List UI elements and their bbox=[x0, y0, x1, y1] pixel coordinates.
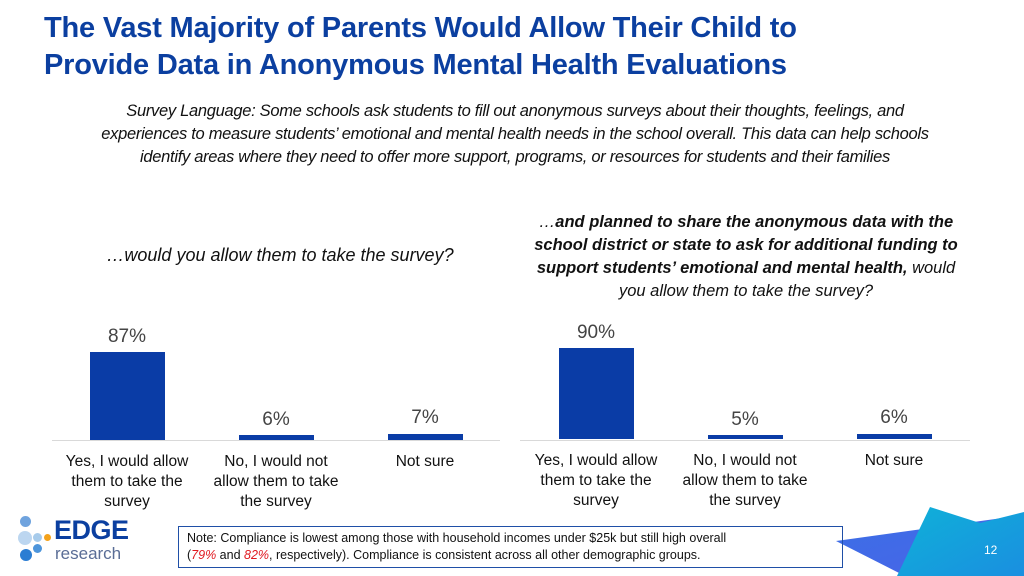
category-line: No, I would not bbox=[693, 452, 797, 469]
category-line: No, I would not bbox=[224, 453, 328, 470]
question-right: …and planned to share the anonymous data… bbox=[526, 211, 966, 303]
category-line: Not sure bbox=[864, 452, 924, 469]
note-text: and bbox=[216, 548, 245, 562]
chart-baseline bbox=[52, 440, 500, 441]
logo-dot-icon bbox=[33, 533, 42, 542]
question-right-bold: and planned to share the anonymous data … bbox=[534, 213, 958, 277]
question-right-prefix: … bbox=[538, 213, 556, 231]
bar-yes bbox=[90, 352, 165, 440]
note-line-2: (79% and 82%, respectively). Compliance … bbox=[187, 547, 834, 564]
category-line: Yes, I would allow bbox=[534, 452, 658, 469]
bar-label-not-sure: 7% bbox=[411, 407, 439, 428]
logo-dot-icon bbox=[20, 549, 32, 561]
bar-not-sure bbox=[857, 434, 932, 439]
logo-dot-icon bbox=[44, 534, 51, 541]
chart-left: 87% 6% 7% Yes, I would allow them to tak… bbox=[52, 300, 500, 520]
chart-baseline bbox=[520, 440, 970, 441]
bar-yes bbox=[559, 348, 634, 439]
category-line: allow them to take bbox=[213, 473, 339, 490]
page-number: 12 bbox=[984, 543, 998, 557]
logo-dot-icon bbox=[18, 531, 32, 545]
logo-dot-icon bbox=[33, 544, 42, 553]
question-left: …would you allow them to take the survey… bbox=[106, 245, 454, 265]
bar-not-sure bbox=[388, 434, 463, 440]
note-text: ( bbox=[187, 548, 192, 562]
logo-subtitle: research bbox=[55, 544, 122, 563]
category-line: survey bbox=[104, 493, 150, 510]
bar-no bbox=[708, 435, 783, 439]
category-line: allow them to take bbox=[682, 472, 808, 489]
logo-dot-icon bbox=[20, 516, 31, 527]
category-not-sure: Not sure bbox=[819, 451, 969, 471]
compliance-note: Note: Compliance is lowest among those w… bbox=[178, 526, 843, 568]
note-line-1: Note: Compliance is lowest among those w… bbox=[187, 531, 727, 545]
bar-label-no: 5% bbox=[731, 409, 759, 430]
category-not-sure: Not sure bbox=[350, 452, 500, 472]
bar-no bbox=[239, 435, 314, 440]
category-line: them to take the bbox=[540, 472, 652, 489]
survey-language: Survey Language: Some schools ask studen… bbox=[101, 102, 929, 166]
chart-right: 90% 5% 6% Yes, I would allow them to tak… bbox=[520, 300, 970, 520]
question-right-rest: would you allow them to take the survey? bbox=[618, 259, 956, 300]
slide-title: The Vast Majority of Parents Would Allow… bbox=[44, 10, 1004, 84]
category-line: them to take the bbox=[71, 473, 183, 490]
note-pct-79: 79% bbox=[191, 548, 217, 562]
category-line: the survey bbox=[240, 493, 312, 510]
category-line: the survey bbox=[709, 492, 781, 509]
category-line: Yes, I would allow bbox=[65, 453, 189, 470]
category-no: No, I would not allow them to take the s… bbox=[670, 451, 820, 511]
bar-label-yes: 90% bbox=[576, 322, 616, 343]
title-line-1: The Vast Majority of Parents Would Allow… bbox=[44, 12, 797, 44]
category-line: survey bbox=[573, 492, 619, 509]
logo-brand: EDGE bbox=[54, 515, 129, 545]
note-text: , respectively). Compliance is consisten… bbox=[269, 548, 701, 562]
bar-label-no: 6% bbox=[262, 409, 290, 430]
category-no: No, I would not allow them to take the s… bbox=[201, 452, 351, 512]
note-pct-82: 82% bbox=[244, 548, 270, 562]
bar-label-not-sure: 6% bbox=[880, 407, 908, 428]
bar-label-yes: 87% bbox=[107, 326, 147, 347]
title-line-2: Provide Data in Anonymous Mental Health … bbox=[44, 49, 787, 81]
edge-research-logo: EDGE research bbox=[14, 514, 144, 570]
category-line: Not sure bbox=[395, 453, 455, 470]
category-yes: Yes, I would allow them to take the surv… bbox=[521, 451, 671, 511]
category-yes: Yes, I would allow them to take the surv… bbox=[52, 452, 202, 512]
